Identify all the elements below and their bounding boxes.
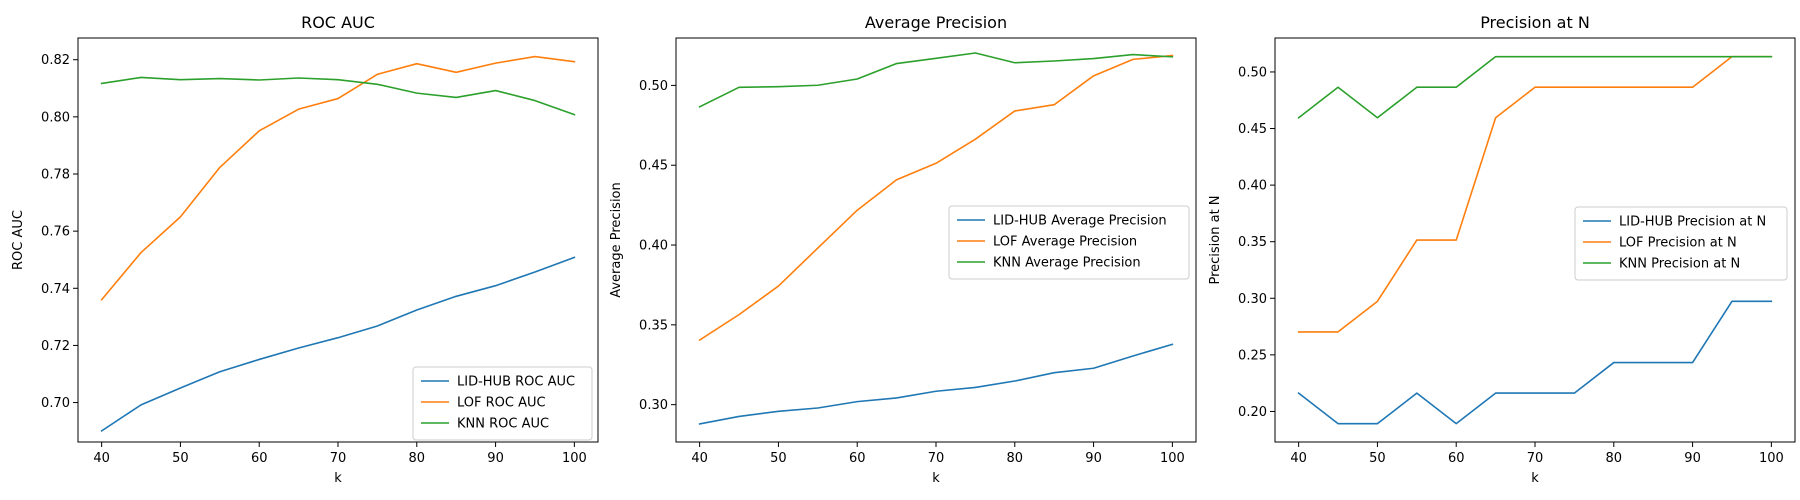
y-axis-label: Precision at N [1208,195,1223,284]
x-tick-label: 40 [1290,451,1307,466]
chart-title: ROC AUC [301,13,375,32]
legend-entry: LID-HUB Precision at N [1619,215,1766,230]
x-axis-label: k [1531,471,1539,486]
y-tick-label: 0.35 [639,318,668,333]
chart-panel-3: Precision at N 40 50 60 70 80 90 100 0.20 0.25 0.3… [1208,13,1796,486]
legend: LID-HUB Precision at N LOF Precision at N… [1574,206,1788,281]
legend-entry: KNN Average Precision [993,256,1141,271]
y-tick-label: 0.45 [1238,122,1267,137]
legend-entry: LID-HUB Average Precision [993,214,1167,229]
x-tick-label: 100 [1759,451,1784,466]
legend-entry: LOF Precision at N [1619,236,1737,251]
chart-title: Precision at N [1480,13,1590,32]
x-tick-label: 40 [691,451,708,466]
axes-frame [77,37,599,443]
series-line-1 [1297,300,1773,425]
legend-entry: KNN Precision at N [1619,257,1740,272]
y-tick-label: 0.25 [1238,348,1267,363]
legend-entry: LOF ROC AUC [457,396,546,411]
x-tick-label: 60 [1448,451,1465,466]
x-tick-label: 70 [330,451,347,466]
y-tick-label: 0.40 [639,239,668,254]
legend: LID-HUB ROC AUC LOF ROC AUC KNN ROC AUC [412,366,593,441]
x-tick-label: 100 [562,451,587,466]
series-line-1 [698,343,1174,425]
chart-title: Average Precision [865,13,1007,32]
y-tick-label: 0.72 [41,339,70,354]
legend-entry: LID-HUB ROC AUC [457,375,575,390]
legend-entry: LOF Average Precision [993,235,1137,250]
y-tick-label: 0.80 [41,110,70,125]
y-tick-label: 0.74 [41,282,70,297]
y-axis-label: Average Precision [609,182,624,298]
series-line-2 [1297,55,1773,333]
legend: LID-HUB Average Precision LOF Average Pre… [948,205,1190,280]
x-tick-label: 40 [93,451,110,466]
x-tick-label: 60 [251,451,268,466]
series-line-3 [698,52,1174,108]
x-tick-label: 80 [1606,451,1623,466]
x-tick-label: 80 [409,451,426,466]
x-tick-label: 100 [1160,451,1185,466]
legend-box [412,366,593,441]
y-tick-label: 0.30 [639,398,668,413]
x-tick-label: 50 [1369,451,1386,466]
axes-frame [675,37,1197,443]
x-tick-label: 90 [487,451,504,466]
x-tick-label: 90 [1684,451,1701,466]
legend-box [1574,206,1788,281]
chart-panel-2: Average Precision 40 50 60 70 80 90 100 0.30 0.35… [609,13,1197,486]
x-tick-label: 50 [172,451,189,466]
series-line-3 [100,76,576,116]
y-tick-label: 0.50 [1238,65,1267,80]
y-tick-label: 0.20 [1238,405,1267,420]
y-tick-label: 0.70 [41,396,70,411]
y-tick-label: 0.35 [1238,235,1267,250]
y-tick-label: 0.82 [41,53,70,68]
x-tick-label: 70 [1527,451,1544,466]
y-axis-label: ROC AUC [11,210,26,270]
chart-panel-1: ROC AUC 40 50 60 70 80 90 100 0.70 0.72 0.74 0.76 0.… [11,13,599,486]
x-axis-label: k [334,471,342,486]
legend-entry: KNN ROC AUC [457,417,549,432]
x-tick-label: 60 [849,451,866,466]
y-tick-label: 0.40 [1238,179,1267,194]
y-tick-label: 0.30 [1238,292,1267,307]
y-tick-label: 0.50 [639,79,668,94]
x-tick-label: 80 [1007,451,1024,466]
x-axis-label: k [932,471,940,486]
x-tick-label: 50 [770,451,787,466]
series-line-3 [1297,55,1773,119]
y-tick-label: 0.76 [41,225,70,240]
x-tick-label: 90 [1085,451,1102,466]
y-tick-label: 0.45 [639,159,668,174]
series-line-1 [100,256,576,432]
legend-box [948,205,1190,280]
x-tick-label: 70 [928,451,945,466]
axes-frame [1274,37,1796,443]
series-line-2 [100,55,576,301]
y-tick-label: 0.78 [41,168,70,183]
series-line-2 [698,54,1174,342]
